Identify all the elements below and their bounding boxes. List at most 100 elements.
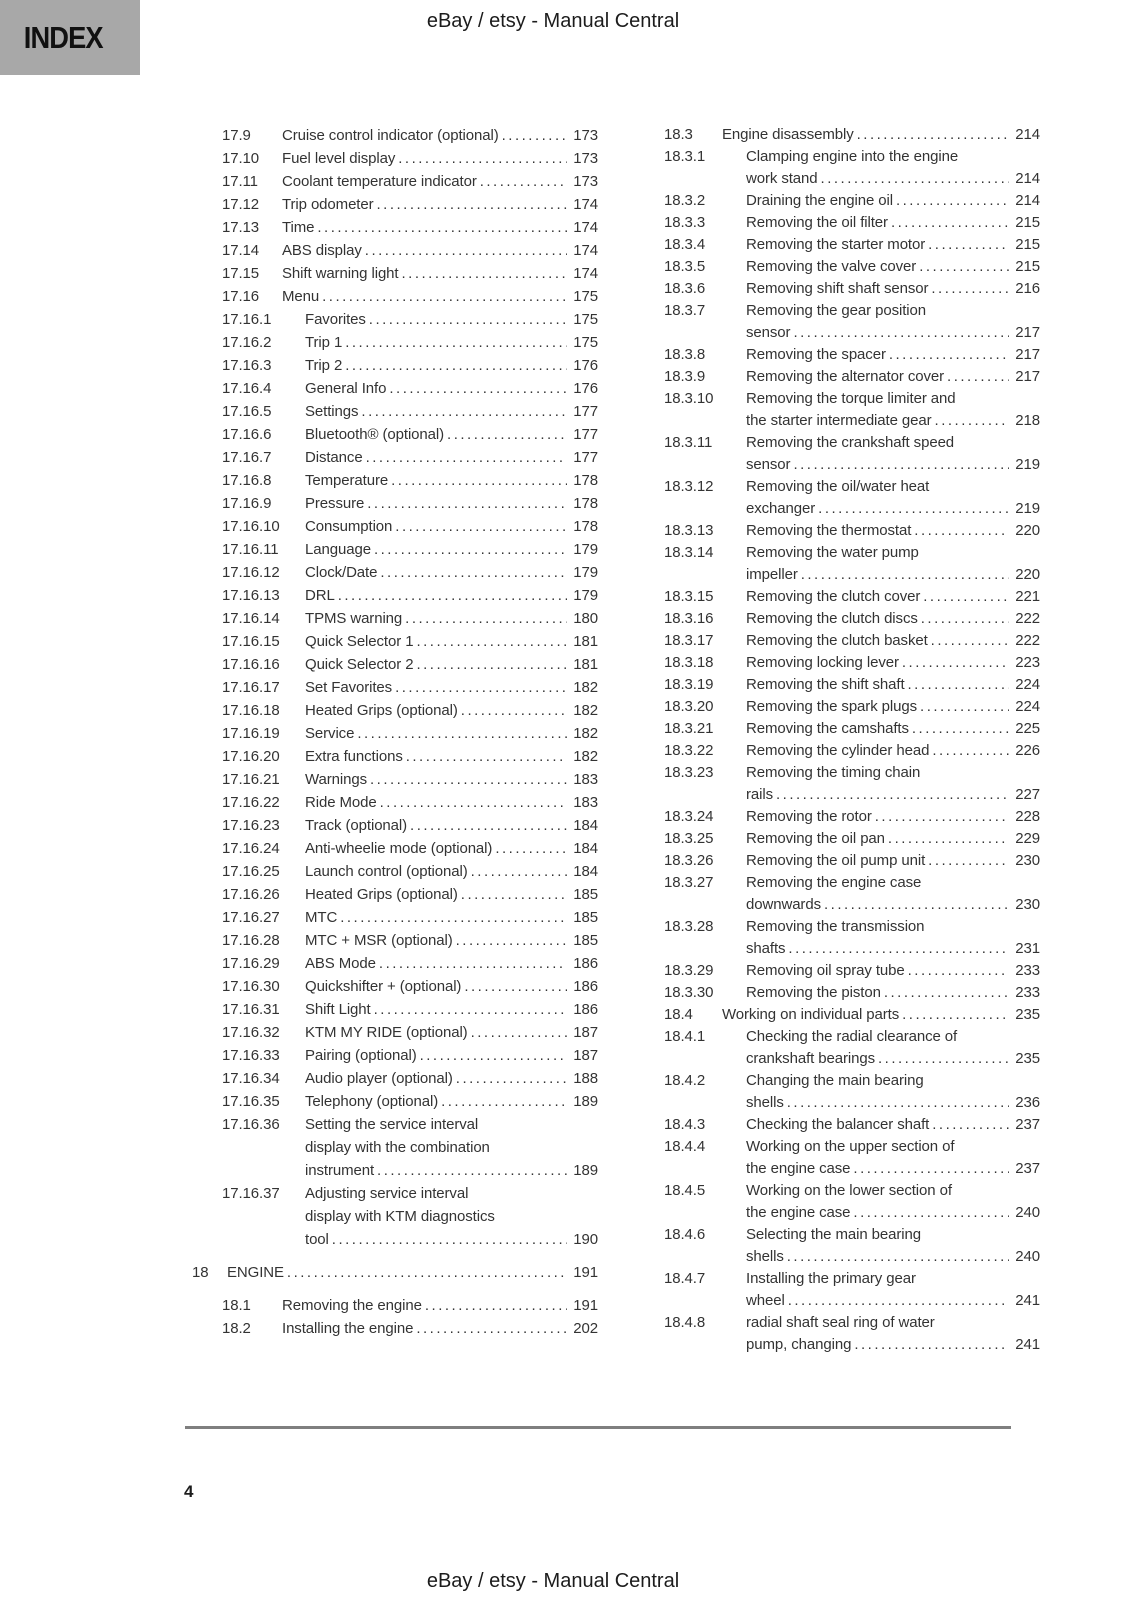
toc-entry-title-line: wheel 241 xyxy=(746,1290,1040,1312)
toc-entry-title: Removing the rotor 228 xyxy=(746,806,1040,828)
dot-leader xyxy=(367,492,567,515)
toc-entry-page: 237 xyxy=(1015,1160,1040,1177)
toc-entry-number: 18.3.25 xyxy=(664,830,714,847)
toc-entry-number: 18.3.19 xyxy=(664,676,714,693)
toc-entry-title: Removing the clutch basket 222 xyxy=(746,630,1040,652)
toc-entry-page: 179 xyxy=(573,541,598,558)
toc-entry-title-text: sensor xyxy=(746,456,791,473)
toc-entry-title: Shift warning light 174 xyxy=(282,262,598,285)
toc-entry-title-line: Removing the camshafts 225 xyxy=(746,718,1040,740)
toc-entry-title-line: Pressure 178 xyxy=(305,492,598,515)
toc-entry-title-line: exchanger 219 xyxy=(746,498,1040,520)
toc-entry: 18.3.17 Removing the clutch basket 222 xyxy=(664,630,1040,652)
toc-entry-page: 216 xyxy=(1015,280,1040,297)
dot-leader xyxy=(416,653,567,676)
footer-divider xyxy=(185,1426,1011,1429)
toc-entry-number: 17.16.26 xyxy=(222,886,280,903)
toc-entry-title: Coolant temperature indicator 173 xyxy=(282,170,598,193)
toc-entry: 17.10 Fuel level display 173 xyxy=(222,147,598,170)
toc-entry-title-line: Checking the radial clearance of xyxy=(746,1028,958,1045)
toc-entry-number: 17.16.24 xyxy=(222,840,280,857)
toc-entry-page: 235 xyxy=(1015,1050,1040,1067)
toc-entry-title: Working on the lower section of the engin… xyxy=(746,1180,1040,1224)
toc-entry: 18.4.5 Working on the lower section of the… xyxy=(664,1180,1040,1224)
toc-entry-number: 17.11 xyxy=(222,173,258,190)
toc-entry-title: Removing the oil pan 229 xyxy=(746,828,1040,850)
toc-entry-page: 175 xyxy=(573,334,598,351)
dot-leader xyxy=(287,1261,567,1284)
toc-entry-number: 18.3.30 xyxy=(664,984,714,1001)
toc-entry-page: 179 xyxy=(573,564,598,581)
toc-entry: 18.1 Removing the engine 191 xyxy=(222,1294,598,1317)
toc-entry-title-text: Removing the spacer xyxy=(746,346,886,363)
toc-entry-title-line: Removing the oil/water heat xyxy=(746,478,930,495)
toc-entry: 18.3 Engine disassembly 214 xyxy=(664,124,1040,146)
toc-entry-number: 18.2 xyxy=(222,1320,251,1337)
toc-entry-title-line: Trip 1 175 xyxy=(305,331,598,354)
toc-entry-title: Removing the crankshaft speed sensor 219 xyxy=(746,432,1040,476)
toc-entry: 18.3.21 Removing the camshafts 225 xyxy=(664,718,1040,740)
toc-entry-title: Removing the thermostat 220 xyxy=(746,520,1040,542)
toc-entry: 17.16.27 MTC 185 xyxy=(222,906,598,929)
toc-entry-number: 18.3.21 xyxy=(664,720,714,737)
toc-entry-title: radial shaft seal ring of water pump, cha… xyxy=(746,1312,1040,1356)
toc-entry: 17.16.24 Anti-wheelie mode (optional) 184 xyxy=(222,837,598,860)
toc-entry-title: Removing the engine case downwards 230 xyxy=(746,872,1040,916)
toc-entry-page: 224 xyxy=(1015,698,1040,715)
toc-entry-title: Removing the engine 191 xyxy=(282,1294,598,1317)
toc-entry-title: Pressure 178 xyxy=(305,492,598,515)
dot-leader xyxy=(947,366,1009,388)
dot-leader xyxy=(332,1228,567,1251)
toc-entry: 17.16.31 Shift Light 186 xyxy=(222,998,598,1021)
toc-entry: 17.16.21 Warnings 183 xyxy=(222,768,598,791)
toc-entry-title-text: Warnings xyxy=(305,771,367,788)
toc-entry-title-text: rails xyxy=(746,786,774,803)
toc-entry-number: 17.15 xyxy=(222,265,260,282)
toc-entry-page: 240 xyxy=(1015,1204,1040,1221)
toc-entry: 17.16 Menu 175 xyxy=(222,285,598,308)
toc-entry: 18.4.4 Working on the upper section of the… xyxy=(664,1136,1040,1180)
toc-entry-title-text: wheel xyxy=(746,1292,785,1309)
dot-leader xyxy=(932,740,1009,762)
toc-entry-title: Removing the oil/water heat exchanger 219 xyxy=(746,476,1040,520)
toc-entry-title-line: Shift warning light 174 xyxy=(282,262,598,285)
toc-entry-number: 18.3.5 xyxy=(664,258,706,275)
toc-entry-title-line: Working on the upper section of xyxy=(746,1138,955,1155)
toc-entry-page: 175 xyxy=(573,311,598,328)
dot-leader xyxy=(410,814,567,837)
dot-leader xyxy=(369,308,567,331)
toc-entry-title-line: the engine case 237 xyxy=(746,1158,1040,1180)
dot-leader xyxy=(801,564,1009,586)
toc-entry-number: 17.16.30 xyxy=(222,978,280,995)
toc-entry-number: 18.3.24 xyxy=(664,808,714,825)
toc-entry-title: Telephony (optional) 189 xyxy=(305,1090,598,1113)
toc-entry-title-line: downwards 230 xyxy=(746,894,1040,916)
toc-entry-number: 18.1 xyxy=(222,1297,251,1314)
toc-entry-page: 187 xyxy=(573,1047,598,1064)
page-footer-title: eBay / etsy - Manual Central xyxy=(426,1570,680,1592)
toc-entry-title-line: Removing shift shaft sensor 216 xyxy=(746,278,1040,300)
toc-entry-title-text: Removing the shift shaft xyxy=(746,676,905,693)
dot-leader xyxy=(441,1090,567,1113)
dot-leader xyxy=(854,1334,1009,1356)
dot-leader xyxy=(853,1202,1009,1224)
toc-entry-title-text: Heated Grips (optional) xyxy=(305,702,458,719)
toc-entry: 17.16.3 Trip 2 176 xyxy=(222,354,598,377)
toc-entry: 18.3.14 Removing the water pump impeller 22… xyxy=(664,542,1040,586)
toc-entry-title-line: Quickshifter + (optional) 186 xyxy=(305,975,598,998)
toc-entry-number: 17.16.10 xyxy=(222,518,280,535)
toc-entry-number: 17.16.16 xyxy=(222,656,280,673)
toc-entry-title-line: Removing the oil pan 229 xyxy=(746,828,1040,850)
toc-entry-number: 18.3.1 xyxy=(664,148,706,165)
toc-entry-title-text: the engine case xyxy=(746,1160,851,1177)
toc-entry-title: Removing the piston 233 xyxy=(746,982,1040,1004)
toc-entry-title-line: Removing the oil pump unit 230 xyxy=(746,850,1040,872)
toc-entry-number: 17.16.1 xyxy=(222,311,272,328)
toc-entry-page: 174 xyxy=(573,242,598,259)
toc-entry-title-text: Removing the clutch cover xyxy=(746,588,921,605)
toc-entry-page: 173 xyxy=(573,150,598,167)
toc-entry-title-line: Bluetooth® (optional) 177 xyxy=(305,423,598,446)
toc-entry-title-text: shells xyxy=(746,1248,784,1265)
dot-leader xyxy=(908,674,1009,696)
toc-entry-number: 17.16.9 xyxy=(222,495,272,512)
